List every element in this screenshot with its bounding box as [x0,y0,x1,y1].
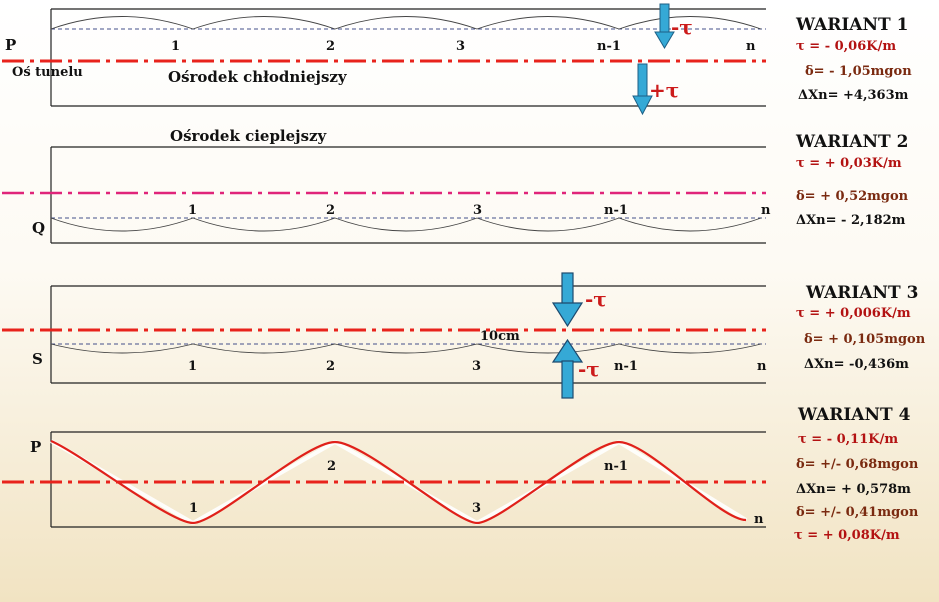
variant-2-tau: τ = + 0,03K/m [796,156,902,171]
panel-3-point-1: 1 [188,359,197,374]
panel-4-wave-curve [50,439,747,525]
panel-4-point-2: 2 [327,459,336,474]
panel-variant-1: P 1 2 3 n-1 n Oś tunelu Ośrodek chłodnie… [2,3,766,116]
variant-2-delta: δ= + 0,52mgon [796,189,909,204]
panel-4-start-label: P [30,438,41,456]
panel-1-arcs [50,16,762,30]
panel-4-point-3: 3 [472,501,481,516]
panel-3-start-label: S [32,350,43,368]
panel-3-point-n-1: n-1 [614,359,638,374]
panel-4-point-1: 1 [189,501,198,516]
tunnel-axis-label: Oś tunelu [12,65,83,80]
arrow-up-icon [551,338,584,399]
variant-3-legend: WARIANT 3 τ = + 0,006K/m δ= + 0,105mgon … [796,283,926,372]
panel-1-point-n: n [746,39,756,54]
variant-3-tau: τ = + 0,006K/m [796,306,911,321]
panel-1-point-2: 2 [326,39,335,54]
variant-1-dxn: ΔXn= +4,363m [798,88,909,103]
panel-3-point-2: 2 [326,359,335,374]
panel-variant-3: 10cm S 1 2 3 n-1 n -τ -τ [2,272,767,399]
variant-3-title: WARIANT 3 [805,283,918,303]
panel-variant-4: P 1 2 3 n-1 n [2,431,766,528]
variant-1-delta: δ= - 1,05mgon [805,64,912,79]
variant-2-title: WARIANT 2 [795,132,908,152]
panel-4-zigzag-line [49,439,748,526]
panel-1-point-1: 1 [171,39,180,54]
panel-3-point-n: n [757,359,767,374]
panel-1-point-3: 3 [456,39,465,54]
panel-2-point-3: 3 [473,203,482,218]
panel-2-start-label: Q [32,219,45,237]
warm-medium-label: Ośrodek cieplejszy [170,127,328,145]
variant-4-title: WARIANT 4 [797,405,911,425]
variant-4-legend: WARIANT 4 τ = - 0,11K/m δ= +/- 0,68mgon … [794,405,919,543]
panel-1-point-n-1: n-1 [597,39,621,54]
arrow-3-bottom-label: -τ [578,357,600,381]
variant-4-delta-2: δ= +/- 0,41mgon [796,505,919,520]
variant-1-title: WARIANT 1 [795,15,908,35]
panel-2-point-1: 1 [188,203,197,218]
variant-4-tau: τ = - 0,11K/m [798,432,898,447]
variant-2-legend: WARIANT 2 τ = + 0,03K/m δ= + 0,52mgon ΔX… [795,132,909,228]
panel-2-point-n: n [761,203,771,218]
gap-10cm-label: 10cm [480,329,520,344]
panel-2-arcs [50,217,762,232]
arrow-3-top-label: -τ [585,287,607,311]
arrow-1-bottom-label: +τ [649,78,679,102]
panel-4-point-n: n [754,512,764,527]
variant-3-dxn: ΔXn= -0,436m [804,357,909,372]
variant-1-tau: τ = - 0,06K/m [796,39,896,54]
arrow-down-icon [654,3,675,49]
variant-4-delta: δ= +/- 0,68mgon [796,457,919,472]
variant-1-legend: WARIANT 1 τ = - 0,06K/m δ= - 1,05mgon ΔX… [795,15,912,103]
arrow-down-icon [632,63,653,116]
variant-4-tau-2: τ = + 0,08K/m [794,528,900,543]
variant-3-delta: δ= + 0,105mgon [804,332,926,347]
cold-medium-label: Ośrodek chłodniejszy [168,68,348,86]
panel-2-point-n-1: n-1 [604,203,628,218]
variant-2-dxn: ΔXn= - 2,182m [796,213,906,228]
panel-4-point-n-1: n-1 [604,459,628,474]
arrow-1-top-label: -τ [671,15,693,39]
panel-variant-2: Ośrodek cieplejszy Q 1 2 3 n-1 n [2,127,771,244]
arrow-down-icon [551,272,584,328]
panel-1-start-label: P [5,36,16,54]
variant-4-dxn: ΔXn= + 0,578m [796,482,911,497]
panel-3-point-3: 3 [472,359,481,374]
panel-3-arcs [50,343,762,354]
panel-2-point-2: 2 [326,203,335,218]
